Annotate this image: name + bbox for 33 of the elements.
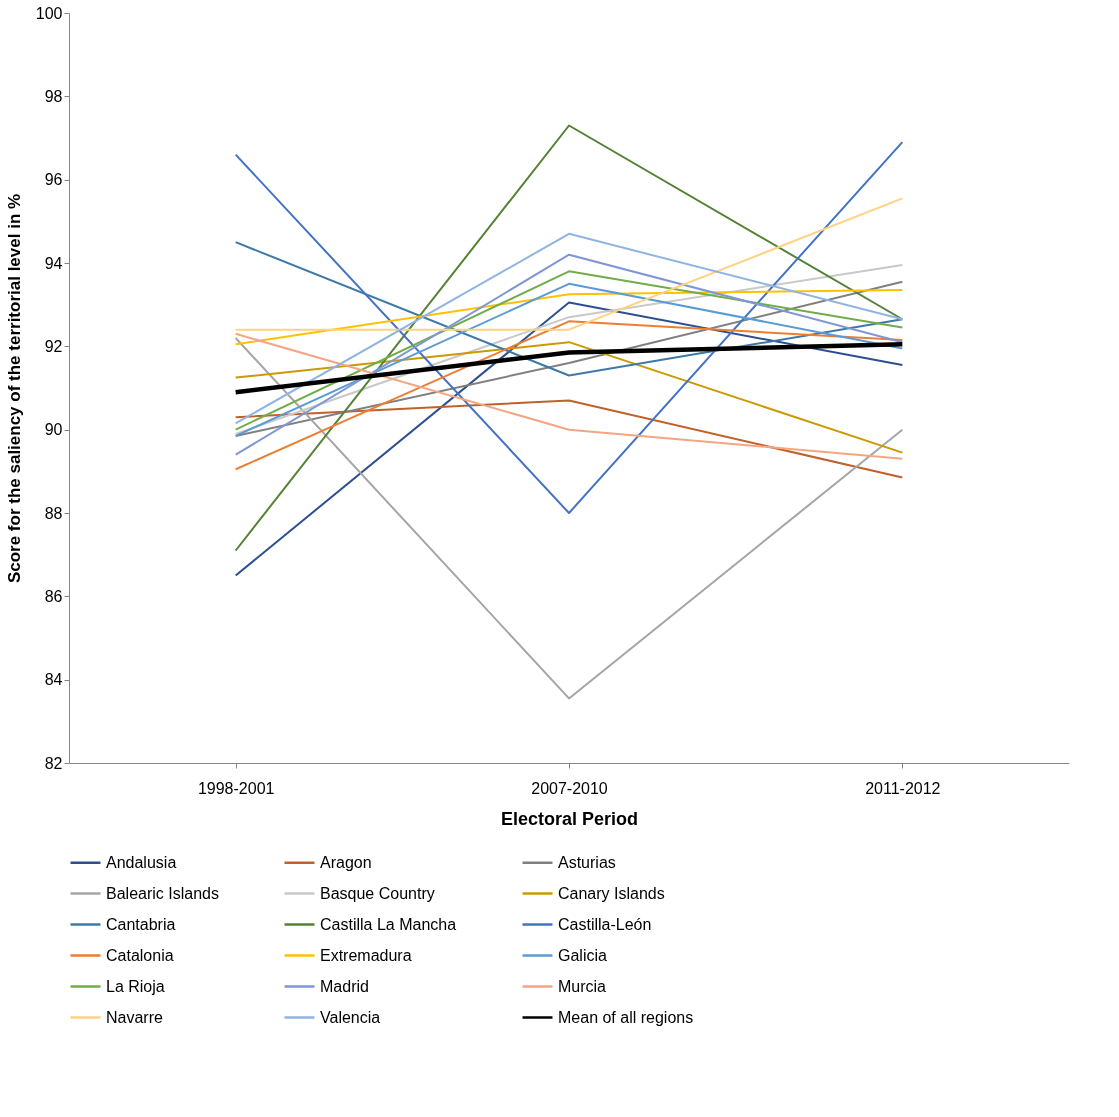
legend-label: Balearic Islands [106,884,219,902]
x-tick-label: 2007-2010 [531,779,608,797]
legend-label: Galicia [558,946,608,964]
legend-label: Navarre [106,1008,164,1026]
y-tick-label: 90 [44,421,63,439]
x-axis-title: Electoral Period [500,808,639,829]
legend-label: La Rioja [106,977,165,995]
legend-label: Valencia [320,1008,381,1026]
legend-label: Aragon [320,853,372,871]
y-tick-label: 94 [44,254,63,272]
legend-label: Murcia [558,977,607,995]
legend-label: Cantabria [106,915,176,933]
y-tick-label: 98 [44,87,63,105]
y-tick-label: 96 [44,171,63,189]
legend-label: Extremadura [320,946,412,964]
y-tick-label: 100 [35,4,63,22]
y-tick-label: 86 [44,587,63,605]
x-tick-label: 2011-2012 [865,779,941,797]
legend-label: Catalonia [106,946,174,964]
y-axis-title: Score for the saliency of the territorial level in % [4,193,24,584]
y-tick-label: 88 [44,504,63,522]
y-tick-label: 92 [44,337,63,355]
x-tick-label: 1998-2001 [197,779,275,797]
legend-label: Basque Country [320,884,435,902]
legend-label: Madrid [320,977,369,995]
legend-label: Castilla La Mancha [320,915,457,933]
y-tick-label: 82 [44,754,63,772]
legend-label: Canary Islands [558,884,665,902]
y-tick-label: 84 [44,671,63,689]
legend-label: Asturias [558,853,616,871]
legend-label: Mean of all regions [558,1008,694,1026]
legend-label: Andalusia [106,853,177,871]
legend-label: Castilla-León [558,915,652,933]
